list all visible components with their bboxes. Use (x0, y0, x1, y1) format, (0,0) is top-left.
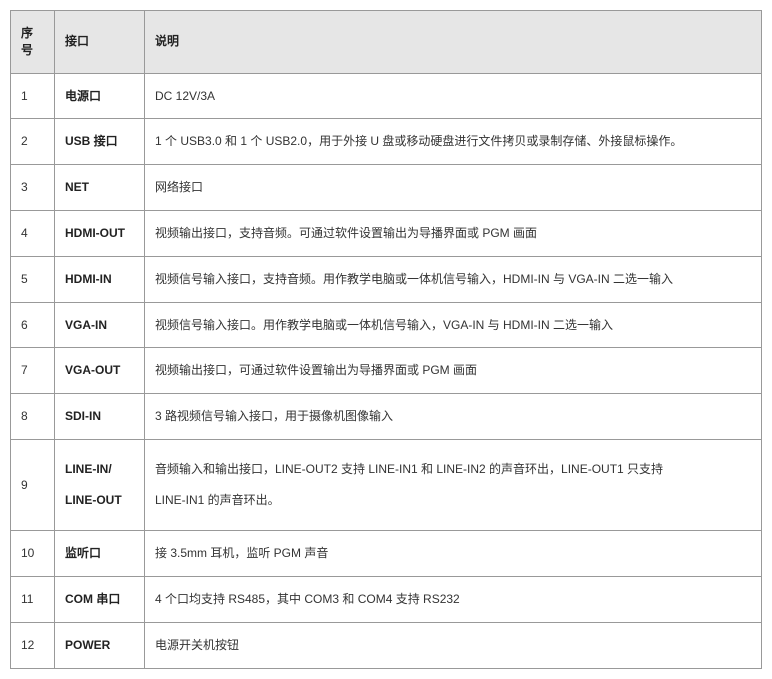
table-row: 12 POWER 电源开关机按钮 (11, 622, 762, 668)
cell-port: NET (55, 165, 145, 211)
cell-port: HDMI-OUT (55, 210, 145, 256)
cell-port: HDMI-IN (55, 256, 145, 302)
cell-desc: 接 3.5mm 耳机，监听 PGM 声音 (145, 531, 762, 577)
table-row: 8 SDI-IN 3 路视频信号输入接口，用于摄像机图像输入 (11, 394, 762, 440)
cell-num: 3 (11, 165, 55, 211)
cell-num: 6 (11, 302, 55, 348)
cell-desc: 视频输出接口，可通过软件设置输出为导播界面或 PGM 画面 (145, 348, 762, 394)
interface-table: 序号 接口 说明 1 电源口 DC 12V/3A 2 USB 接口 1 个 US… (10, 10, 762, 669)
cell-desc: 音频输入和输出接口，LINE-OUT2 支持 LINE-IN1 和 LINE-I… (145, 439, 762, 530)
table-row: 10 监听口 接 3.5mm 耳机，监听 PGM 声音 (11, 531, 762, 577)
cell-num: 2 (11, 119, 55, 165)
cell-port: LINE-IN/LINE-OUT (55, 439, 145, 530)
table-body: 1 电源口 DC 12V/3A 2 USB 接口 1 个 USB3.0 和 1 … (11, 73, 762, 668)
cell-desc: 视频信号输入接口，支持音频。用作教学电脑或一体机信号输入，HDMI-IN 与 V… (145, 256, 762, 302)
cell-desc: 网络接口 (145, 165, 762, 211)
cell-desc: 3 路视频信号输入接口，用于摄像机图像输入 (145, 394, 762, 440)
header-desc: 说明 (145, 11, 762, 74)
cell-num: 4 (11, 210, 55, 256)
cell-desc: 视频信号输入接口。用作教学电脑或一体机信号输入，VGA-IN 与 HDMI-IN… (145, 302, 762, 348)
cell-port: 监听口 (55, 531, 145, 577)
table-row: 3 NET 网络接口 (11, 165, 762, 211)
cell-desc: 1 个 USB3.0 和 1 个 USB2.0，用于外接 U 盘或移动硬盘进行文… (145, 119, 762, 165)
table-row: 6 VGA-IN 视频信号输入接口。用作教学电脑或一体机信号输入，VGA-IN … (11, 302, 762, 348)
cell-port: 电源口 (55, 73, 145, 119)
table-row: 11 COM 串口 4 个口均支持 RS485，其中 COM3 和 COM4 支… (11, 577, 762, 623)
cell-port: VGA-IN (55, 302, 145, 348)
table-row: 5 HDMI-IN 视频信号输入接口，支持音频。用作教学电脑或一体机信号输入，H… (11, 256, 762, 302)
cell-desc: DC 12V/3A (145, 73, 762, 119)
cell-port: POWER (55, 622, 145, 668)
cell-desc: 电源开关机按钮 (145, 622, 762, 668)
table-row: 1 电源口 DC 12V/3A (11, 73, 762, 119)
cell-port: COM 串口 (55, 577, 145, 623)
cell-num: 7 (11, 348, 55, 394)
cell-num: 5 (11, 256, 55, 302)
cell-num: 9 (11, 439, 55, 530)
cell-desc: 4 个口均支持 RS485，其中 COM3 和 COM4 支持 RS232 (145, 577, 762, 623)
cell-desc: 视频输出接口，支持音频。可通过软件设置输出为导播界面或 PGM 画面 (145, 210, 762, 256)
cell-num: 11 (11, 577, 55, 623)
header-port: 接口 (55, 11, 145, 74)
table-row: 9 LINE-IN/LINE-OUT 音频输入和输出接口，LINE-OUT2 支… (11, 439, 762, 530)
table-row: 7 VGA-OUT 视频输出接口，可通过软件设置输出为导播界面或 PGM 画面 (11, 348, 762, 394)
cell-port: USB 接口 (55, 119, 145, 165)
table-row: 4 HDMI-OUT 视频输出接口，支持音频。可通过软件设置输出为导播界面或 P… (11, 210, 762, 256)
cell-port: VGA-OUT (55, 348, 145, 394)
header-num: 序号 (11, 11, 55, 74)
cell-port: SDI-IN (55, 394, 145, 440)
cell-num: 12 (11, 622, 55, 668)
table-header-row: 序号 接口 说明 (11, 11, 762, 74)
cell-num: 1 (11, 73, 55, 119)
cell-num: 10 (11, 531, 55, 577)
cell-num: 8 (11, 394, 55, 440)
table-row: 2 USB 接口 1 个 USB3.0 和 1 个 USB2.0，用于外接 U … (11, 119, 762, 165)
